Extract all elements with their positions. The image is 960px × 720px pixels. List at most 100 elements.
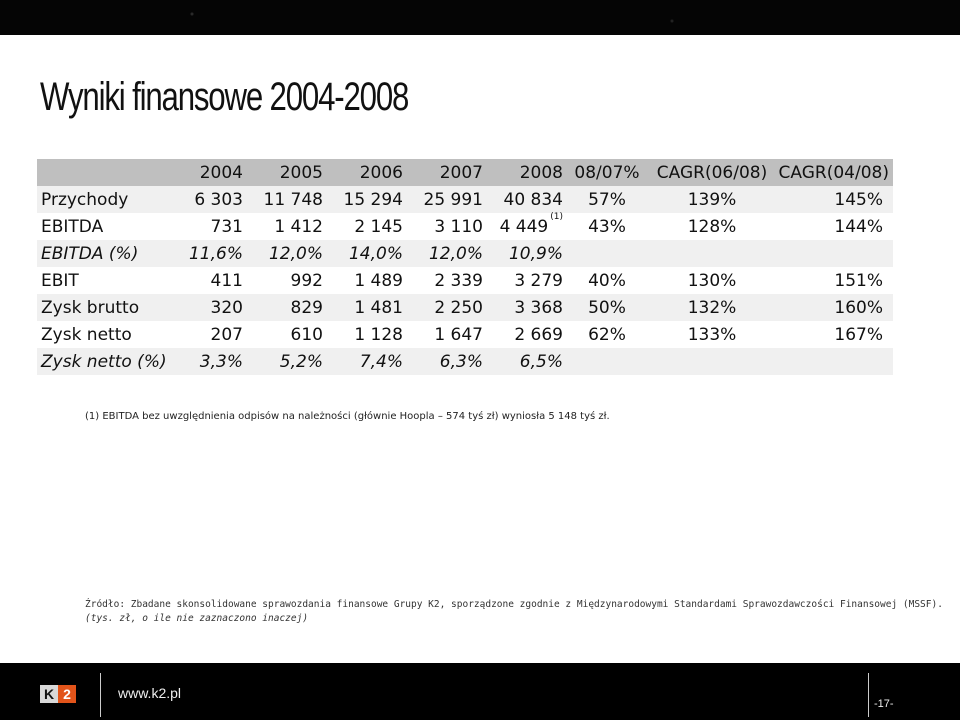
- cell-value: 40 834: [503, 189, 563, 210]
- divider: [868, 673, 869, 717]
- table-cell: 1 128: [327, 321, 407, 348]
- table-cell: 130%: [647, 267, 777, 294]
- cell-value: 11,6%: [188, 243, 243, 264]
- table-cell: 2 250: [407, 294, 487, 321]
- website-link[interactable]: www.k2.pl: [118, 685, 182, 701]
- table-cell: 11 748: [247, 186, 327, 213]
- cell-value: 160%: [834, 297, 883, 318]
- table-cell: 1 412: [247, 213, 327, 240]
- column-header: 08/07%: [567, 159, 647, 186]
- table-cell: 57%: [567, 186, 647, 213]
- table-cell: 145%: [777, 186, 893, 213]
- table-cell: 12,0%: [407, 240, 487, 267]
- cell-value: 130%: [687, 270, 737, 291]
- column-header: 2006: [327, 159, 407, 186]
- cell-value: 1 412: [274, 216, 323, 237]
- cell-value: 145%: [834, 189, 883, 210]
- table-header-row: 2004 2005 2006 2007 2008 08/07% CAGR(06/…: [37, 159, 893, 186]
- cell-value: 2 669: [514, 324, 563, 345]
- table-cell: 2 145: [327, 213, 407, 240]
- table-cell: 1 481: [327, 294, 407, 321]
- cell-value: 411: [210, 270, 243, 291]
- column-header: CAGR(04/08): [777, 159, 893, 186]
- table-cell: 151%: [777, 267, 893, 294]
- table-cell: 167%: [777, 321, 893, 348]
- table-cell: 4 449 (1): [487, 212, 567, 240]
- cell-value: 5,2%: [279, 351, 323, 372]
- cell-value: 40%: [588, 270, 626, 291]
- cell-value: 167%: [834, 324, 883, 345]
- cell-value: 10,9%: [508, 243, 563, 264]
- table-row: EBIT 411 992 1 489 2 339 3 279 40% 130% 151%: [37, 267, 893, 294]
- table-cell: 12,0%: [247, 240, 327, 267]
- table-cell: 2 669: [487, 321, 567, 348]
- table-cell: 5,2%: [247, 348, 327, 375]
- table-cell: 3 279: [487, 267, 567, 294]
- table-cell: [647, 348, 777, 375]
- cell-value: 2 250: [434, 297, 483, 318]
- table-cell: 40 834: [487, 186, 567, 213]
- cell-value: 3,3%: [199, 351, 243, 372]
- cell-value: 2 339: [434, 270, 483, 291]
- table-cell: 139%: [647, 186, 777, 213]
- cell-value: 7,4%: [359, 351, 403, 372]
- table-cell: 14,0%: [327, 240, 407, 267]
- financial-results-table: 2004 2005 2006 2007 2008 08/07% CAGR(06/…: [37, 159, 893, 375]
- table-cell: 610: [247, 321, 327, 348]
- row-label: EBITDA: [41, 216, 104, 237]
- column-header: 2008: [487, 159, 567, 186]
- cell-value: 25 991: [423, 189, 483, 210]
- cell-value: 6,5%: [519, 351, 563, 372]
- table-row: Zysk netto 207 610 1 128 1 647 2 669 62% 133% 16…: [37, 321, 893, 348]
- column-header: CAGR(06/08): [647, 159, 777, 186]
- table-cell: 3 110: [407, 213, 487, 240]
- k2-logo: K 2: [40, 684, 76, 704]
- cell-value: 2 145: [354, 216, 403, 237]
- table-cell: 15 294: [327, 186, 407, 213]
- table-cell: 1 489: [327, 267, 407, 294]
- cell-value: 11 748: [263, 189, 323, 210]
- column-header: [37, 159, 167, 186]
- row-label: EBITDA (%): [37, 240, 167, 267]
- table-cell: 133%: [647, 321, 777, 348]
- table-cell: 132%: [647, 294, 777, 321]
- cell-value: 139%: [687, 189, 737, 210]
- table-cell: 62%: [567, 321, 647, 348]
- cell-value: 731: [210, 216, 243, 237]
- table-cell: 10,9%: [487, 240, 567, 267]
- cell-value: 1 128: [354, 324, 403, 345]
- cell-value: 15 294: [343, 189, 403, 210]
- table-cell: 6 303: [167, 186, 247, 213]
- row-label: Zysk netto (%): [37, 348, 167, 375]
- page-number: -17-: [874, 698, 894, 710]
- cell-value: 12,0%: [428, 243, 483, 264]
- logo-2: 2: [58, 685, 76, 703]
- table-row: EBITDA 731 1 412 2 145 3 110 4 449 (1) 43% 128% 1…: [37, 212, 893, 240]
- cell-value: 6 303: [194, 189, 243, 210]
- table-cell: [777, 240, 893, 267]
- cell-value: 43%: [588, 216, 626, 237]
- table-cell: 6,5%: [487, 348, 567, 375]
- table-cell: [567, 348, 647, 375]
- page-title: Wyniki finansowe 2004-2008: [40, 75, 409, 119]
- cell-value: 829: [290, 297, 323, 318]
- table-cell: 992: [247, 267, 327, 294]
- table-cell: 25 991: [407, 186, 487, 213]
- cell-value: 320: [210, 297, 243, 318]
- table-cell: 50%: [567, 294, 647, 321]
- divider: [100, 673, 101, 717]
- cell-value: 3 279: [514, 270, 563, 291]
- table-cell: 128%: [647, 213, 777, 240]
- cell-value: 144%: [834, 216, 883, 237]
- cell-value: 12,0%: [268, 243, 323, 264]
- cell-value: 1 647: [434, 324, 483, 345]
- table-cell: 144%: [777, 213, 893, 240]
- cell-value: 62%: [588, 324, 626, 345]
- cell-value: 151%: [834, 270, 883, 291]
- cell-value: 133%: [687, 324, 737, 345]
- top-band: [0, 0, 960, 35]
- source-line: Źródło: Zbadane skonsolidowane sprawozda…: [85, 599, 943, 610]
- table-cell: 829: [247, 294, 327, 321]
- units-note: (tys. zł, o ile nie zaznaczono inaczej): [85, 613, 309, 624]
- table-row: Zysk netto (%) 3,3% 5,2% 7,4% 6,3% 6,5%: [37, 348, 893, 375]
